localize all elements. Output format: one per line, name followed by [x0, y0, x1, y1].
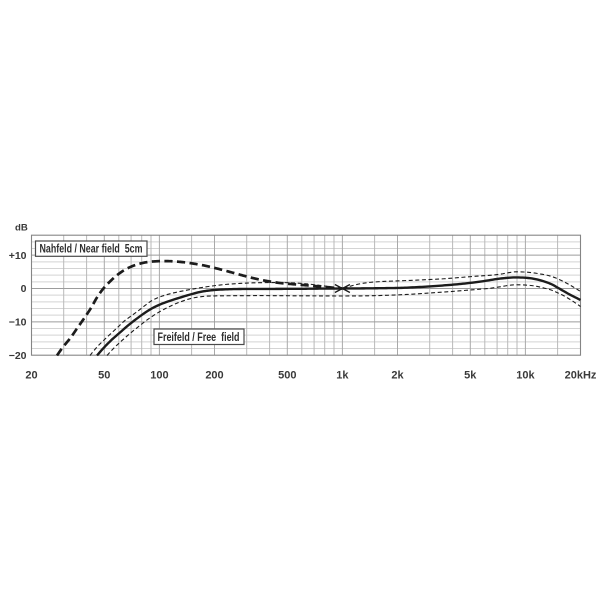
- svg-text:5k: 5k: [464, 370, 477, 382]
- svg-text:10k: 10k: [516, 370, 535, 382]
- svg-text:−20: −20: [9, 350, 27, 362]
- svg-text:−10: −10: [9, 316, 27, 328]
- svg-text:500: 500: [278, 370, 296, 382]
- svg-text:dB: dB: [15, 223, 28, 234]
- svg-text:0: 0: [21, 283, 27, 295]
- svg-text:Freifeld / Free field: Freifeld / Free field: [158, 332, 240, 344]
- svg-text:20kHz: 20kHz: [565, 370, 597, 382]
- svg-text:+10: +10: [9, 250, 27, 262]
- svg-text:200: 200: [205, 370, 223, 382]
- svg-text:20: 20: [25, 370, 37, 382]
- svg-text:100: 100: [150, 370, 168, 382]
- svg-text:Nahfeld / Near field 5cm: Nahfeld / Near field 5cm: [40, 244, 143, 256]
- svg-text:1k: 1k: [336, 370, 349, 382]
- svg-text:50: 50: [98, 370, 110, 382]
- svg-text:2k: 2k: [391, 370, 404, 382]
